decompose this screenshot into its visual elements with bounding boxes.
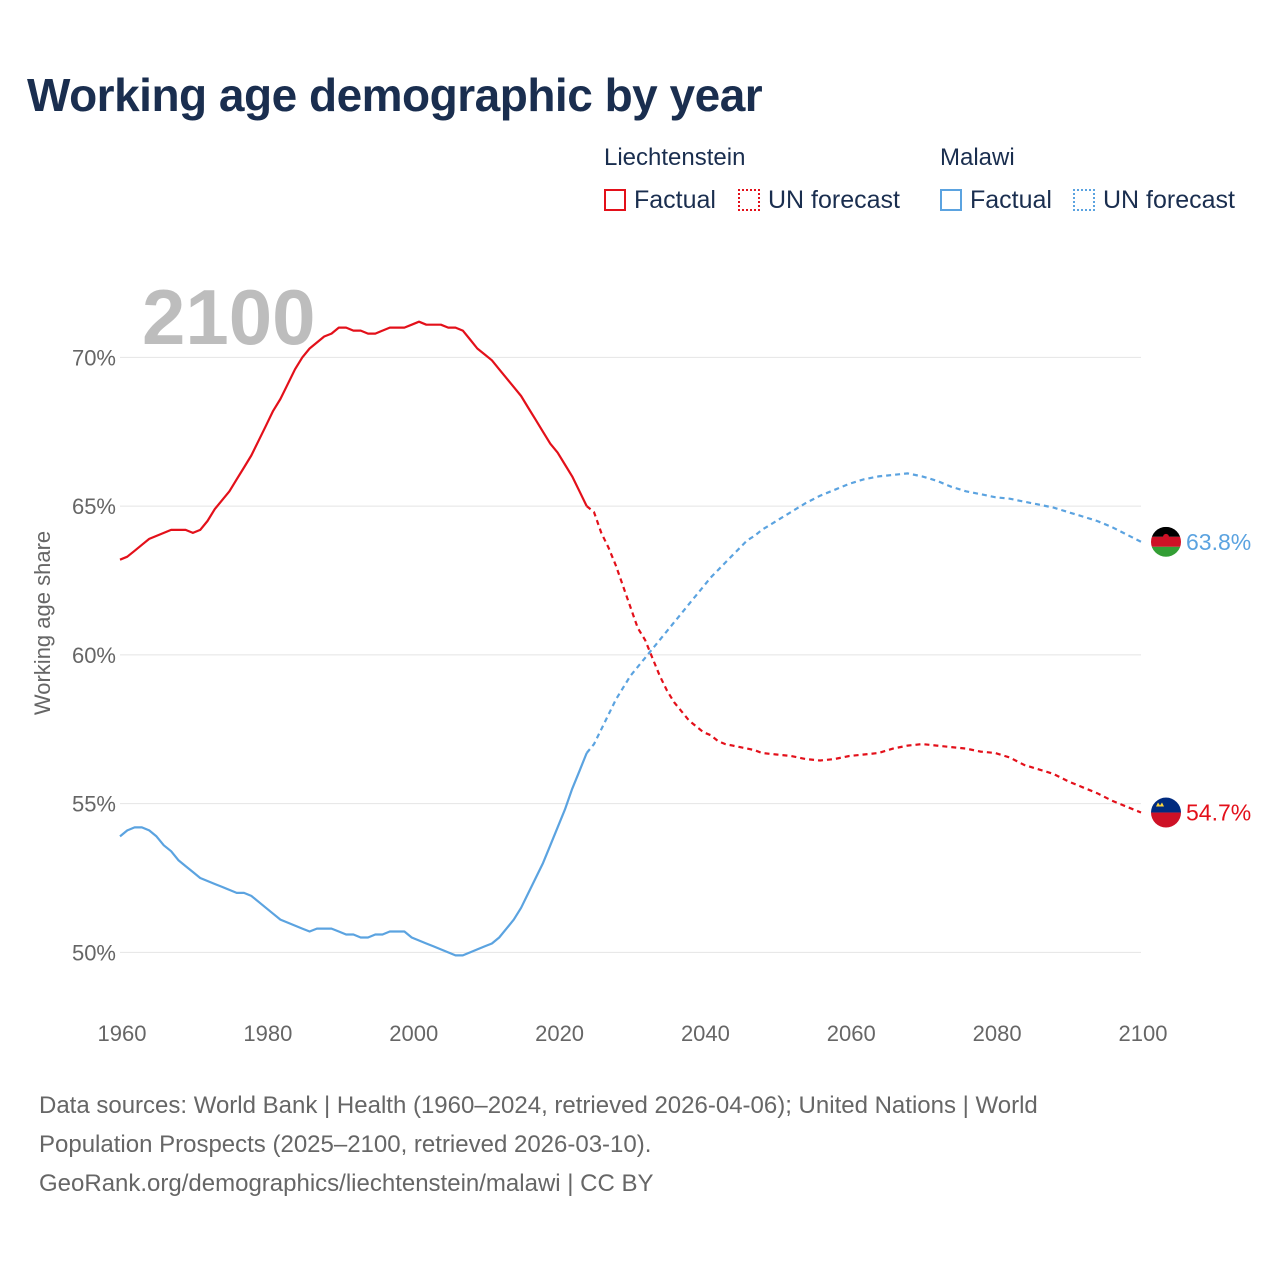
legend-label: Factual bbox=[634, 185, 716, 214]
x-axis-ticks: 1960 1980 2000 2020 2040 2060 2080 2100 bbox=[98, 1021, 1168, 1046]
end-label-malawi: 63.8% bbox=[1186, 529, 1251, 555]
legend-swatch-dotted bbox=[1073, 189, 1095, 211]
series-lines bbox=[119, 320, 1142, 957]
legend-label: UN forecast bbox=[768, 185, 900, 214]
y-axis-ticks: 50% 55% 60% 65% 70% bbox=[72, 345, 116, 965]
legend-swatch-solid bbox=[940, 189, 962, 211]
footer-line: Data sources: World Bank | Health (1960–… bbox=[39, 1092, 1038, 1119]
x-tick-label: 2100 bbox=[1119, 1021, 1168, 1046]
footer-line: Population Prospects (2025–2100, retriev… bbox=[39, 1131, 652, 1158]
footer-line: GeoRank.org/demographics/liechtenstein/m… bbox=[39, 1170, 654, 1197]
x-tick-label: 2060 bbox=[827, 1021, 876, 1046]
y-tick-label: 70% bbox=[72, 345, 116, 370]
end-label-liechtenstein: 54.7% bbox=[1186, 800, 1251, 826]
x-tick-label: 1960 bbox=[98, 1021, 147, 1046]
legend-swatch-solid bbox=[604, 189, 626, 211]
legend-swatch-dotted bbox=[738, 189, 760, 211]
current-year-label: 2100 bbox=[142, 273, 316, 361]
x-tick-label: 2000 bbox=[389, 1021, 438, 1046]
legend-item-malawi-forecast[interactable]: UN forecast bbox=[1073, 186, 1235, 214]
series-line-liechtenstein-forecast bbox=[586, 505, 1142, 814]
footer-sources: Data sources: World Bank | Health (1960–… bbox=[39, 1086, 1199, 1203]
legend-item-liechtenstein-factual[interactable]: Factual bbox=[604, 186, 716, 214]
y-axis-label: Working age share bbox=[30, 531, 55, 715]
gridlines bbox=[120, 356, 1141, 953]
series-line-malawi-factual bbox=[119, 752, 588, 957]
x-tick-label: 2020 bbox=[535, 1021, 584, 1046]
x-tick-label: 2040 bbox=[681, 1021, 730, 1046]
legend-label: UN forecast bbox=[1103, 185, 1235, 214]
x-tick-label: 1980 bbox=[243, 1021, 292, 1046]
chart-title: Working age demographic by year bbox=[27, 69, 763, 121]
malawi-flag-icon bbox=[1151, 526, 1181, 557]
series-line-malawi-forecast bbox=[585, 472, 1142, 754]
series-line-liechtenstein-factual bbox=[119, 320, 588, 561]
y-tick-label: 60% bbox=[72, 643, 116, 668]
y-tick-label: 65% bbox=[72, 494, 116, 519]
legend-item-liechtenstein-forecast[interactable]: UN forecast bbox=[738, 186, 900, 214]
legend-group-malawi: Malawi bbox=[940, 144, 1015, 171]
legend-item-malawi-factual[interactable]: Factual bbox=[940, 186, 1052, 214]
y-tick-label: 55% bbox=[72, 792, 116, 817]
y-tick-label: 50% bbox=[72, 940, 116, 965]
legend-label: Factual bbox=[970, 185, 1052, 214]
liechtenstein-flag-icon bbox=[1151, 797, 1181, 828]
legend-group-liechtenstein: Liechtenstein bbox=[604, 144, 746, 171]
x-tick-label: 2080 bbox=[973, 1021, 1022, 1046]
